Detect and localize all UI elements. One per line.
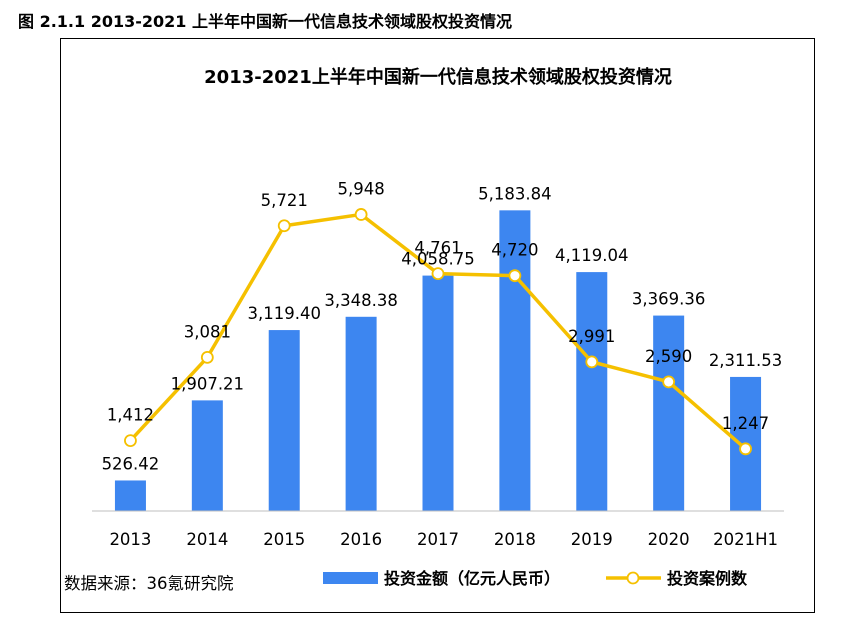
- x-tick-2021H1: 2021H1: [713, 530, 778, 549]
- x-tick-2014: 2014: [186, 530, 228, 549]
- x-tick-2020: 2020: [648, 530, 690, 549]
- legend-line-marker: [626, 571, 640, 585]
- bar-label-2016: 3,348.38: [324, 291, 397, 310]
- line-marker-2020: [662, 375, 676, 389]
- bar-2013: [114, 480, 146, 511]
- line-label-2013: 1,412: [107, 406, 154, 425]
- x-tick-2016: 2016: [340, 530, 382, 549]
- line-series: [124, 208, 752, 456]
- x-tick-2015: 2015: [263, 530, 305, 549]
- line-label-2021H1: 1,247: [722, 414, 769, 433]
- line-label-2014: 3,081: [184, 322, 231, 341]
- bar-2019: [576, 272, 608, 511]
- bar-label-2020: 3,369.36: [632, 290, 705, 309]
- legend-bar-label: 投资金额（亿元人民币）: [384, 569, 560, 588]
- legend-bar-swatch: [323, 572, 378, 584]
- bar-2015: [268, 330, 300, 511]
- line-marker-2019: [585, 355, 599, 369]
- bar-label-2021H1: 2,311.53: [709, 351, 782, 370]
- line-data-labels: 1,412 3,081 5,721 5,948 4,761 4,720 2,991 2,590…: [107, 179, 769, 432]
- x-tick-2018: 2018: [494, 530, 536, 549]
- line-label-2015: 5,721: [261, 191, 308, 210]
- line-marker-2017: [431, 267, 445, 281]
- chart-title: 2013-2021上半年中国新一代信息技术领域股权投资情况: [204, 66, 672, 88]
- figure-caption: 图 2.1.1 2013-2021 上半年中国新一代信息技术领域股权投资情况: [18, 12, 512, 31]
- bar-2020: [653, 315, 685, 511]
- line-marker-2016: [354, 208, 368, 221]
- legend: 投资金额（亿元人民币） 投资案例数: [323, 569, 748, 588]
- chart-svg: 2013-2021上半年中国新一代信息技术领域股权投资情况 526.42 1,90…: [64, 66, 784, 593]
- line-label-2016: 5,948: [337, 179, 384, 198]
- bar-label-2015: 3,119.40: [247, 304, 320, 323]
- bar-series: [114, 210, 762, 511]
- line-marker-2021H1: [739, 442, 752, 456]
- bar-2017: [422, 275, 454, 511]
- line-label-2018: 4,720: [491, 241, 538, 260]
- line-marker-2014: [200, 350, 214, 364]
- line-label-2019: 2,991: [568, 327, 615, 346]
- legend-line-label: 投资案例数: [667, 569, 748, 588]
- line-label-2017: 4,761: [414, 239, 461, 258]
- x-tick-2017: 2017: [417, 530, 459, 549]
- bar-label-2014: 1,907.21: [171, 374, 244, 393]
- source-note: 数据来源：36氪研究院: [64, 574, 234, 593]
- line-marker-2013: [124, 434, 137, 448]
- bar-2018: [499, 210, 531, 511]
- bar-2014: [191, 400, 223, 511]
- bar-label-2019: 4,119.04: [555, 246, 628, 265]
- chart-frame: 2013-2021上半年中国新一代信息技术领域股权投资情况 526.42 1,90…: [60, 38, 815, 613]
- bar-2016: [345, 316, 377, 511]
- line-label-2020: 2,590: [645, 347, 692, 366]
- bar-label-2013: 526.42: [102, 454, 160, 473]
- line-marker-2015: [277, 219, 291, 233]
- bar-data-labels: 526.42 1,907.21 3,119.403,348.38 4,058.75 5,…: [102, 184, 783, 473]
- x-tick-2019: 2019: [571, 530, 613, 549]
- x-tick-labels: 2013 2014 2015 2016 2017 2018 2019 2020 2021H1: [109, 530, 778, 549]
- bar-label-2018: 5,183.84: [478, 184, 551, 203]
- line-marker-2018: [508, 269, 522, 283]
- bar-label-2017: 4,058.75: [401, 250, 474, 269]
- x-tick-2013: 2013: [109, 530, 151, 549]
